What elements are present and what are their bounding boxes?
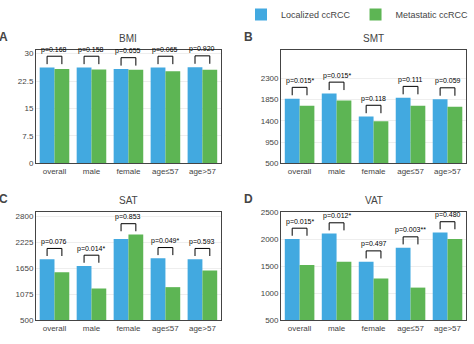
svg-text:p=0.065: p=0.065 [152, 46, 178, 54]
svg-text:p=0.015*: p=0.015* [323, 72, 351, 80]
svg-text:age≤57: age≤57 [152, 167, 179, 176]
svg-text:1000: 1000 [261, 289, 279, 298]
svg-text:p=0.076: p=0.076 [41, 238, 67, 246]
svg-text:2225: 2225 [16, 238, 34, 247]
svg-text:female: female [362, 324, 387, 333]
svg-text:1850: 1850 [261, 95, 279, 104]
svg-text:Metastatic ccRCC: Metastatic ccRCC [396, 10, 469, 20]
svg-text:overall: overall [288, 167, 312, 176]
svg-text:age>57: age>57 [189, 167, 216, 176]
svg-text:BMI: BMI [119, 33, 137, 44]
svg-text:male: male [83, 324, 101, 333]
svg-text:age>57: age>57 [189, 324, 216, 333]
svg-text:p=0.111: p=0.111 [398, 76, 423, 84]
svg-text:p=0.003**: p=0.003** [395, 226, 426, 234]
svg-text:1400: 1400 [261, 117, 279, 126]
svg-text:1500: 1500 [261, 262, 279, 271]
svg-text:male: male [328, 324, 346, 333]
svg-text:1075: 1075 [16, 290, 34, 299]
svg-text:D: D [244, 192, 253, 206]
svg-text:B: B [244, 30, 253, 44]
svg-text:overall: overall [43, 167, 67, 176]
svg-text:p=0.920: p=0.920 [189, 45, 215, 53]
svg-text:A: A [0, 30, 8, 44]
svg-text:500: 500 [20, 316, 34, 325]
svg-text:p=0.497: p=0.497 [361, 240, 387, 248]
svg-text:SAT: SAT [119, 195, 138, 206]
svg-text:age≤57: age≤57 [397, 324, 424, 333]
svg-text:p=0.158: p=0.158 [78, 46, 104, 54]
svg-text:overall: overall [43, 324, 67, 333]
svg-text:overall: overall [288, 324, 312, 333]
svg-text:500: 500 [265, 159, 279, 168]
svg-text:2800: 2800 [16, 212, 34, 221]
svg-text:age>57: age>57 [434, 167, 461, 176]
svg-text:p=0.059: p=0.059 [435, 77, 461, 85]
svg-text:p=0.655: p=0.655 [115, 47, 141, 55]
svg-text:female: female [116, 324, 141, 333]
svg-text:Localized ccRCC: Localized ccRCC [281, 10, 351, 20]
svg-text:age≤57: age≤57 [397, 167, 424, 176]
svg-text:1650: 1650 [16, 264, 34, 273]
svg-text:15: 15 [24, 104, 33, 113]
svg-text:female: female [362, 167, 387, 176]
svg-text:male: male [83, 167, 101, 176]
svg-text:p=0.480: p=0.480 [435, 211, 461, 219]
svg-text:p=0.015*: p=0.015* [286, 77, 314, 85]
svg-text:age≤57: age≤57 [152, 324, 179, 333]
svg-text:p=0.049*: p=0.049* [151, 237, 179, 245]
svg-text:male: male [328, 167, 346, 176]
svg-text:2500: 2500 [261, 208, 279, 217]
svg-text:30: 30 [24, 49, 33, 58]
svg-text:500: 500 [265, 316, 279, 325]
svg-text:p=0.012*: p=0.012* [323, 212, 351, 220]
svg-text:p=0.118: p=0.118 [361, 95, 386, 103]
svg-text:female: female [116, 167, 141, 176]
svg-text:2300: 2300 [261, 74, 279, 83]
svg-text:age>57: age>57 [434, 324, 461, 333]
svg-text:7.5: 7.5 [22, 132, 34, 141]
svg-text:22.5: 22.5 [18, 77, 34, 86]
svg-text:2000: 2000 [261, 235, 279, 244]
svg-text:VAT: VAT [365, 195, 383, 206]
svg-text:C: C [0, 192, 8, 206]
svg-text:p=0.015*: p=0.015* [286, 218, 314, 226]
svg-text:SMT: SMT [363, 33, 384, 44]
svg-text:p=0.168: p=0.168 [41, 46, 67, 54]
svg-text:0: 0 [29, 159, 34, 168]
svg-text:p=0.593: p=0.593 [189, 238, 215, 246]
svg-text:p=0.853: p=0.853 [115, 213, 141, 221]
svg-text:p=0.014*: p=0.014* [77, 245, 105, 253]
svg-text:950: 950 [265, 138, 279, 147]
